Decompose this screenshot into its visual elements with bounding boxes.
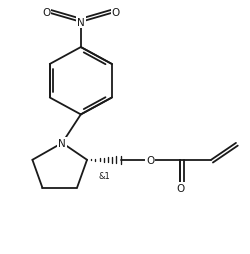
Text: N: N — [77, 18, 84, 28]
Text: O: O — [175, 184, 184, 194]
Text: &1: &1 — [98, 171, 110, 180]
Text: O: O — [42, 8, 50, 18]
Text: O: O — [146, 155, 154, 165]
Text: N: N — [58, 138, 66, 148]
Text: O: O — [111, 8, 119, 18]
